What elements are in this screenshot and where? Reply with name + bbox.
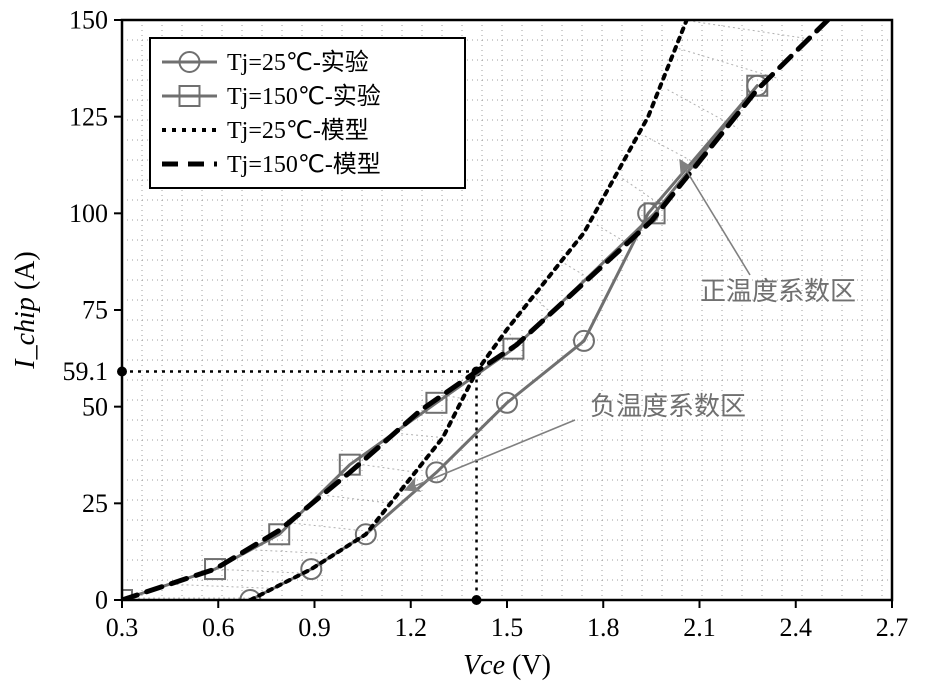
x-tick-label: 1.5 (491, 613, 524, 642)
x-tick-label: 0.9 (298, 613, 331, 642)
x-axis-label: Vce (V) (463, 650, 551, 681)
y-tick-label: 25 (82, 489, 108, 518)
y-tick-label: 150 (69, 6, 108, 35)
iv-curve-chart: 0.3 0.6 0.9 1.2 1.5 1.8 2.1 2.4 2.7 Vce (V) 0 25 50 7… (0, 0, 936, 697)
y-tick-label: 125 (69, 102, 108, 131)
x-tick-label: 2.7 (876, 613, 909, 642)
x-tick-label: 2.1 (683, 613, 716, 642)
x-tick-label: 0.6 (202, 613, 235, 642)
y-tick-label: 75 (82, 296, 108, 325)
y-tick-label: 100 (69, 199, 108, 228)
annotation-negative-tc: 负温度系数区 (590, 392, 746, 421)
y-extra-tick-label: 59.1 (63, 357, 109, 386)
legend-item-label: Tj=150℃-模型 (227, 151, 381, 178)
x-tick-label: 2.4 (780, 613, 813, 642)
y-tick-label: 50 (82, 392, 108, 421)
legend-item-label: Tj=25℃-实验 (227, 49, 369, 76)
y-tick-label: 0 (95, 586, 108, 615)
chart-container: 0.3 0.6 0.9 1.2 1.5 1.8 2.1 2.4 2.7 Vce (V) 0 25 50 7… (0, 0, 936, 697)
legend-item-label: Tj=25℃-模型 (227, 117, 369, 144)
y-axis-label: I_chip (A) (10, 251, 41, 369)
legend-item-label: Tj=150℃-实验 (227, 83, 381, 110)
x-tick-label: 1.2 (395, 613, 428, 642)
x-tick-label: 0.3 (106, 613, 139, 642)
annotation-positive-tc: 正温度系数区 (700, 277, 856, 306)
x-tick-label: 1.8 (587, 613, 620, 642)
